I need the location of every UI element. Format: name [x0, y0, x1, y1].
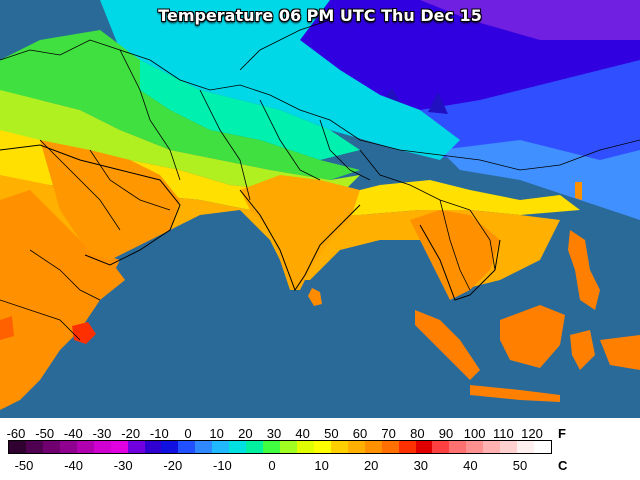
color-swatch — [398, 441, 416, 453]
fahrenheit-tick: 120 — [521, 426, 543, 441]
temperature-map — [0, 0, 640, 418]
color-swatch — [296, 441, 314, 453]
fahrenheit-tick: 20 — [238, 426, 253, 441]
color-swatch — [381, 441, 399, 453]
color-swatch — [144, 441, 162, 453]
india — [240, 175, 360, 290]
color-swatch — [449, 441, 467, 453]
color-swatch — [364, 441, 382, 453]
fahrenheit-tick: 80 — [410, 426, 425, 441]
color-swatch — [59, 441, 77, 453]
color-swatch — [127, 441, 145, 453]
region-green — [0, 30, 360, 180]
celsius-tick: 20 — [363, 458, 379, 473]
celsius-tick: 10 — [314, 458, 329, 473]
color-swatch — [500, 441, 518, 453]
region-cyan — [100, 0, 460, 160]
color-swatch — [466, 441, 484, 453]
fahrenheit-tick: -30 — [92, 426, 112, 441]
region-purple — [420, 0, 640, 40]
color-swatch — [246, 441, 264, 453]
celsius-tick: 50 — [512, 458, 528, 473]
celsius-tick: -40 — [64, 458, 83, 473]
region-yellow-green — [0, 90, 360, 195]
celsius-tick: 40 — [463, 458, 478, 473]
fahrenheit-tick: -40 — [63, 426, 83, 441]
cold-pocket-2 — [428, 92, 448, 114]
color-swatch — [110, 441, 128, 453]
horn-of-africa — [0, 230, 125, 405]
celsius-tick: -50 — [14, 458, 34, 473]
celsius-tick: 30 — [413, 458, 429, 473]
color-swatch — [195, 441, 213, 453]
color-swatch — [229, 441, 247, 453]
color-swatch — [42, 441, 60, 453]
java — [470, 385, 560, 402]
fahrenheit-tick: 40 — [295, 426, 310, 441]
color-swatch — [178, 441, 196, 453]
unit-fahrenheit: F — [558, 426, 566, 441]
fahrenheit-tick: 100 — [463, 426, 486, 441]
borneo — [500, 305, 565, 368]
fahrenheit-tick: 90 — [438, 426, 454, 441]
color-swatch — [313, 441, 331, 453]
color-swatch — [330, 441, 348, 453]
color-scale-bar — [8, 440, 552, 454]
color-swatch — [93, 441, 111, 453]
fahrenheit-tick: 10 — [209, 426, 224, 441]
fahrenheit-tick: 110 — [492, 426, 514, 441]
fahrenheit-tick: -60 — [6, 426, 26, 441]
taiwan — [575, 182, 582, 200]
fahrenheit-tick: 50 — [324, 426, 339, 441]
sumatra — [415, 310, 480, 380]
fahrenheit-tick: -50 — [35, 426, 55, 441]
color-swatch — [517, 441, 535, 453]
arabia-orange — [40, 140, 180, 265]
fahrenheit-tick: 30 — [266, 426, 282, 441]
color-swatch — [263, 441, 280, 453]
sri-lanka — [308, 288, 322, 306]
celsius-tick: 0 — [268, 458, 276, 473]
celsius-tick: -30 — [113, 458, 133, 473]
color-swatch — [76, 441, 94, 453]
color-swatch — [432, 441, 450, 453]
color-swatch — [483, 441, 501, 453]
fahrenheit-tick: 60 — [352, 426, 368, 441]
color-swatch — [212, 441, 230, 453]
color-swatch — [347, 441, 365, 453]
fahrenheit-tick: -10 — [149, 426, 169, 441]
fahrenheit-scale: -60 -50 -40 -30 -20 -10 0 10 20 30 40 50 60 70 80 90 100… — [0, 426, 640, 442]
new-guinea — [600, 335, 640, 370]
color-swatch — [534, 441, 551, 453]
color-swatch — [280, 441, 297, 453]
color-swatch — [9, 441, 26, 453]
fahrenheit-tick: 0 — [184, 426, 192, 441]
region-light-blue — [440, 140, 640, 220]
coastlines — [0, 144, 501, 301]
celsius-tick: -20 — [163, 458, 183, 473]
warm-spot-2 — [0, 316, 14, 340]
color-swatch — [161, 441, 179, 453]
celsius-scale: -50 -40 -30 -20 -10 0 10 20 30 40 50 — [0, 458, 640, 474]
map-title: Temperature 06 PM UTC Thu Dec 15 — [158, 6, 482, 25]
fahrenheit-tick: 70 — [381, 426, 396, 441]
celsius-tick: -10 — [212, 458, 232, 473]
region-teal — [140, 60, 360, 160]
color-swatch — [415, 441, 433, 453]
philippines — [568, 230, 600, 310]
fahrenheit-tick: -20 — [121, 426, 141, 441]
sulawesi — [570, 330, 595, 370]
color-swatch — [25, 441, 43, 453]
unit-celsius: C — [558, 458, 568, 473]
